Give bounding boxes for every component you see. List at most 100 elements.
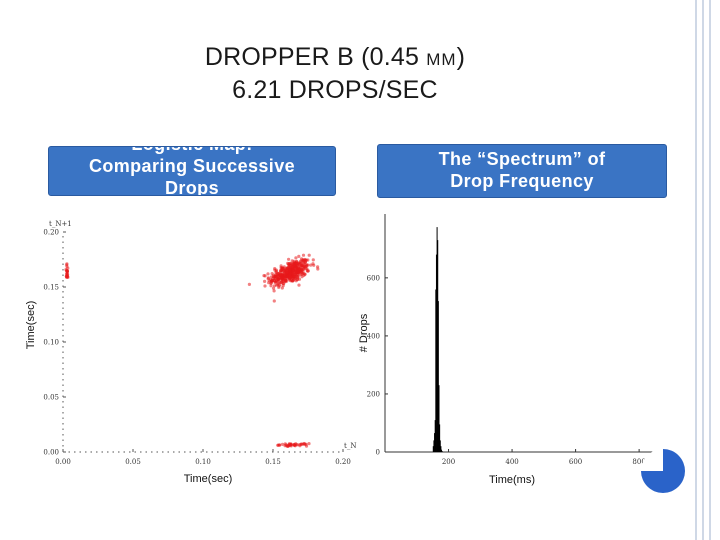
scatter-point — [272, 299, 276, 303]
scatter-point — [64, 274, 69, 278]
scatter-point — [269, 284, 273, 288]
scatter-point — [297, 254, 301, 258]
scatter-point — [303, 260, 307, 265]
scatter-point — [299, 442, 303, 446]
scatter-point — [280, 286, 284, 290]
hist-bar — [439, 440, 441, 452]
scatter-point — [289, 275, 293, 279]
hist-bar — [441, 451, 443, 452]
scatter-point — [290, 259, 294, 263]
caption-line: The “Spectrum” of — [438, 149, 606, 169]
caption-line: Drop Frequency — [450, 171, 594, 191]
border-stripe — [709, 0, 711, 540]
hist-bar — [437, 240, 439, 452]
hist-x-label: Time(ms) — [489, 474, 535, 486]
scatter-point — [272, 273, 276, 277]
scatter-y-tick-label: 0.20 — [43, 229, 59, 237]
caption-line: Logistic Map: — [49, 147, 335, 155]
scatter-point — [274, 274, 278, 278]
scatter-point — [311, 258, 315, 262]
scatter-point — [284, 271, 288, 275]
scatter-x-tick-label: 0.05 — [125, 458, 141, 466]
hist-bar — [433, 440, 435, 452]
scatter-point — [263, 274, 267, 278]
scatter-x-label: Time(sec) — [184, 473, 232, 485]
hist-bar — [441, 449, 443, 452]
hist-x-tick-label: 400 — [505, 458, 518, 466]
scatter-point — [274, 279, 278, 284]
scatter-y-tick-label: 0.00 — [43, 449, 59, 457]
hist-bar — [434, 433, 436, 452]
hist-y-tick-label: 200 — [367, 390, 380, 398]
scatter-point — [304, 442, 308, 446]
scatter-points — [64, 253, 320, 448]
scatter-point — [266, 272, 270, 276]
scatter-x-tick-label: 0.20 — [335, 458, 351, 466]
quarter-circle-icon — [641, 449, 685, 493]
scatter-point — [273, 268, 277, 272]
scatter-point — [312, 263, 316, 267]
scatter-point — [300, 275, 304, 279]
scatter-point — [281, 281, 285, 286]
logistic-map-caption: Logistic Map: Comparing Successive Drops — [48, 146, 336, 196]
hist-bar — [436, 227, 438, 452]
hist-bar — [438, 385, 440, 452]
scatter-point — [294, 256, 298, 260]
scatter-point — [292, 277, 296, 281]
scatter-y-tick-label: 0.05 — [43, 394, 59, 402]
scatter-point — [298, 262, 302, 266]
scatter-point — [289, 443, 293, 447]
scatter-point — [286, 265, 290, 270]
spectrum-caption: The “Spectrum” of Drop Frequency — [377, 144, 667, 198]
scatter-point — [278, 280, 282, 284]
scatter-point — [283, 274, 287, 278]
scatter-point — [299, 257, 304, 261]
hist-x-tick-label: 600 — [569, 458, 582, 466]
hist-y-tick-label: 600 — [367, 274, 380, 282]
scatter-point — [306, 269, 310, 273]
slide-title-line1: DROPPER B (0.45 MM) — [0, 42, 670, 75]
scatter-x-axis-name: t_N — [344, 442, 356, 450]
scatter-point — [309, 263, 313, 267]
scatter-point — [306, 258, 310, 262]
scatter-point — [307, 442, 311, 446]
hist-y-tick-label: 400 — [367, 332, 380, 340]
hist-bar — [432, 446, 434, 452]
scatter-point — [271, 286, 276, 290]
scatter-point — [283, 442, 287, 446]
title-unit: MM — [426, 50, 457, 69]
hist-bar — [435, 289, 437, 452]
scatter-point — [280, 442, 285, 446]
scatter-point — [297, 283, 301, 287]
scatter-point — [286, 443, 290, 448]
scatter-point — [301, 271, 305, 275]
scatter-point — [278, 273, 282, 277]
scatter-point — [293, 444, 297, 448]
scatter-point — [276, 443, 280, 447]
scatter-point — [278, 283, 282, 287]
scatter-x-tick-label: 0.10 — [195, 458, 211, 466]
scatter-point — [279, 276, 283, 280]
scatter-point — [247, 282, 251, 286]
hist-bar — [435, 254, 437, 452]
scatter-x-tick-label: 0.15 — [265, 458, 281, 466]
scatter-point — [291, 274, 296, 278]
hist-y-label: # Drops — [358, 313, 370, 352]
scatter-point — [295, 261, 299, 265]
scatter-point — [288, 268, 292, 272]
hist-x-tick-label: 200 — [442, 458, 455, 466]
caption-line: Drops — [164, 178, 219, 196]
border-stripe — [702, 0, 704, 540]
scatter-point — [287, 257, 291, 261]
caption-line: Comparing Successive — [88, 156, 296, 176]
scatter-point — [290, 265, 294, 269]
hist-y-tick-label: 0 — [376, 449, 380, 457]
scatter-point — [65, 263, 69, 267]
scatter-point — [280, 266, 284, 270]
scatter-point — [302, 267, 306, 271]
slide-title-line2: 6.21 DROPS/SEC — [232, 76, 438, 104]
scatter-point — [272, 289, 276, 293]
hist-bar — [434, 420, 436, 452]
title-text-a: DROPPER B (0.45 — [204, 43, 427, 71]
scatter-point — [316, 267, 320, 271]
